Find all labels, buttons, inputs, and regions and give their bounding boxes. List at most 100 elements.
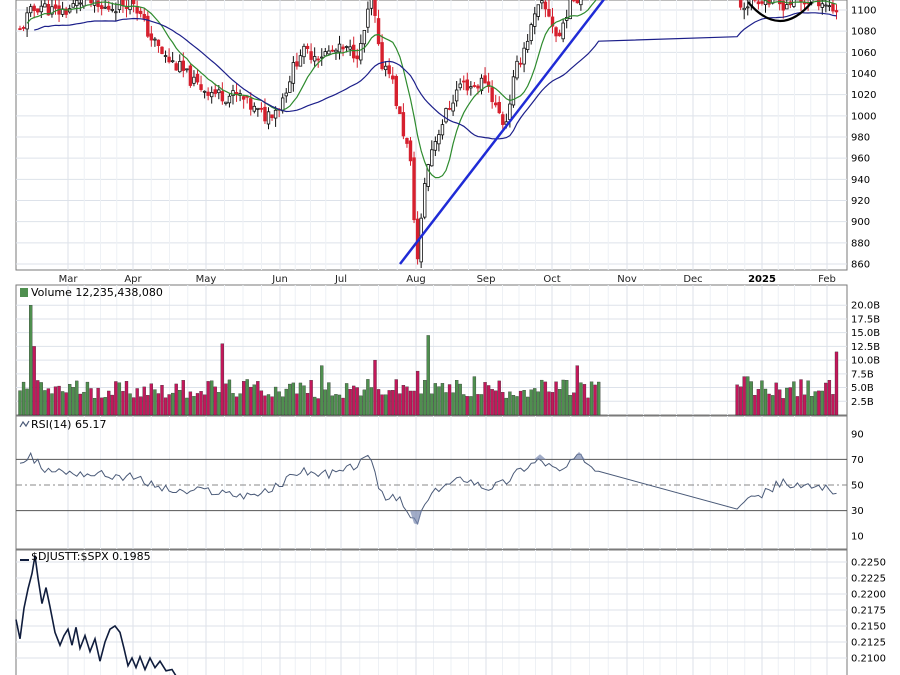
volume-bar: [454, 380, 459, 416]
volume-bar: [305, 393, 310, 416]
candle-body: [231, 90, 235, 97]
candle-body: [550, 16, 555, 27]
volume-bar: [337, 394, 342, 416]
candle-body: [46, 4, 51, 16]
volume-bar: [408, 390, 413, 416]
candle-body: [288, 81, 292, 93]
ratio-tick-label: 0.2225: [851, 574, 886, 585]
candle-body: [344, 46, 349, 48]
candle-body: [25, 12, 29, 30]
ratio-series: [15, 555, 177, 675]
candle-body: [316, 58, 320, 61]
volume-bar: [160, 384, 164, 416]
volume-bar: [64, 392, 68, 416]
volume-tick-label: 2.5B: [851, 397, 874, 408]
volume-bar: [252, 384, 256, 416]
volume-bar: [568, 395, 572, 416]
candle-body: [156, 39, 161, 47]
volume-bar: [85, 381, 90, 416]
ratio-panel: [15, 549, 848, 675]
ratio-tick-label: 0.2175: [851, 606, 886, 617]
volume-bar: [550, 392, 555, 416]
volume-bar: [820, 390, 824, 416]
volume-bar: [277, 391, 281, 416]
volume-bar: [238, 393, 242, 416]
candle-body: [302, 45, 306, 58]
candle-body: [525, 40, 530, 50]
volume-bar: [398, 393, 402, 416]
price-tick-label: 940: [851, 175, 870, 186]
volume-bar: [582, 384, 587, 416]
candle-body: [362, 29, 367, 45]
volume-bar: [291, 382, 296, 416]
candle-body: [266, 111, 271, 125]
candle-body: [799, 0, 803, 2]
volume-bar: [153, 389, 157, 416]
volume-bar: [103, 397, 107, 416]
volume-bar: [348, 389, 352, 416]
volume-bar: [433, 383, 438, 416]
candle-body: [522, 47, 526, 65]
candle-body: [330, 49, 335, 52]
volume-bar: [543, 381, 548, 416]
candle-body: [43, 3, 47, 8]
volume-bar: [781, 398, 785, 416]
volume-bar: [21, 381, 26, 416]
candle-body: [792, 0, 796, 7]
volume-bar: [597, 381, 601, 416]
volume-bar: [18, 390, 22, 416]
volume-tick-label: 15.0B: [851, 328, 880, 339]
candle-body: [359, 43, 363, 61]
volume-bar: [430, 393, 434, 416]
candle-body: [149, 33, 154, 41]
volume-bar: [579, 382, 583, 416]
candle-body: [373, 0, 377, 16]
volume-bar: [419, 393, 423, 416]
volume-bar: [749, 381, 753, 416]
volume-legend-swatch: [20, 288, 28, 297]
candle-body: [376, 18, 381, 45]
candle-body: [490, 87, 494, 103]
volume-bar: [415, 370, 420, 416]
volume-bar: [202, 394, 207, 416]
volume-bar: [78, 393, 82, 416]
volume-tick-label: 17.5B: [851, 314, 880, 325]
sma-slow-line: [34, 11, 837, 140]
volume-bar: [405, 386, 409, 416]
candle-body: [462, 80, 466, 83]
candle-body: [568, 0, 572, 20]
volume-bar: [391, 390, 395, 416]
volume-bar: [380, 394, 384, 416]
volume-bar: [39, 382, 43, 416]
candle-body: [181, 60, 185, 71]
volume-bar: [376, 389, 381, 416]
volume-bar: [195, 393, 200, 416]
volume-bar: [444, 392, 448, 416]
volume-bar: [323, 389, 327, 416]
volume-bar: [369, 387, 374, 416]
candle-body: [153, 38, 157, 41]
volume-bar: [476, 394, 480, 416]
volume-bar: [394, 379, 398, 416]
volume-bar: [263, 395, 267, 416]
candle-body: [433, 141, 438, 151]
candle-body: [437, 134, 441, 145]
price-tick-label: 1080: [851, 27, 876, 38]
candle-body: [834, 10, 839, 13]
rsi-tick-label: 70: [851, 455, 864, 466]
volume-bar: [273, 386, 278, 416]
price-tick-label: 1100: [851, 6, 876, 17]
uptrend-line: [399, 0, 606, 265]
volume-bar: [554, 381, 558, 416]
volume-bar: [117, 382, 122, 416]
candle-body: [831, 3, 835, 12]
volume-bar: [135, 388, 139, 416]
candle-body: [508, 103, 512, 121]
candle-body: [785, 4, 789, 10]
candle-body: [142, 13, 146, 19]
month-label: May: [196, 274, 217, 285]
candle-body: [163, 55, 168, 57]
volume-bar: [770, 395, 775, 416]
volume-bar: [68, 383, 72, 416]
candle-body: [135, 6, 139, 14]
